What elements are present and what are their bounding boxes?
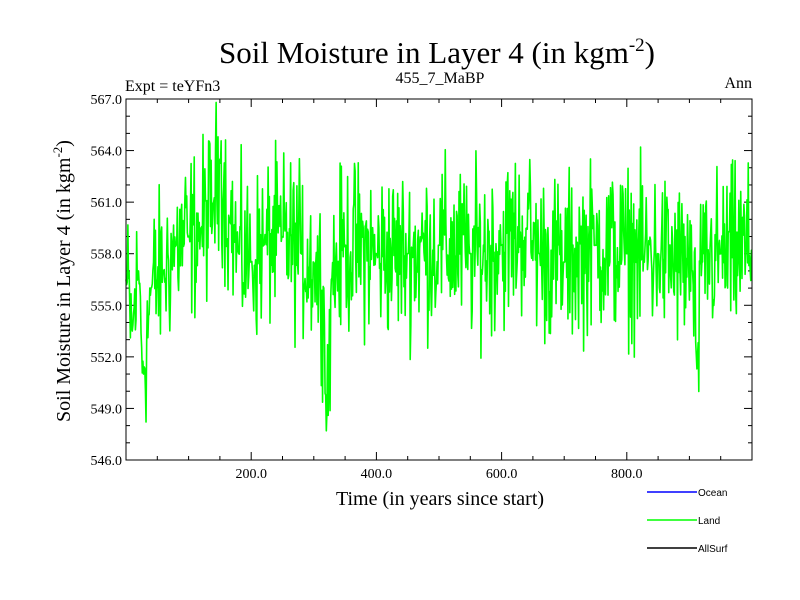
season-label: Ann — [724, 75, 752, 92]
series-layer — [125, 101, 753, 432]
x-tick-label: 400.0 — [361, 467, 393, 482]
x-tick-label: 200.0 — [235, 467, 267, 482]
y-tick-label: 549.0 — [91, 402, 123, 417]
legend-label-allsurf: AllSurf — [698, 544, 728, 555]
y-tick-label: 555.0 — [91, 299, 123, 314]
legend: Ocean Land AllSurf — [647, 488, 728, 555]
x-tick-label: 600.0 — [486, 467, 518, 482]
y-tick-label: 567.0 — [91, 93, 123, 108]
chart-title: Soil Moisture in Layer 4 (in kgm-2) — [219, 35, 655, 70]
x-tick-label: 800.0 — [611, 467, 643, 482]
y-axis-label: Soil Moisture in Layer 4 (in kgm-2) — [50, 140, 75, 422]
plot-frame — [125, 98, 753, 461]
legend-label-ocean: Ocean — [698, 488, 727, 499]
legend-label-land: Land — [698, 516, 720, 527]
x-axis-label: Time (in years since start) — [336, 488, 544, 510]
y-tick-label: 564.0 — [91, 145, 123, 160]
y-tick-label: 558.0 — [91, 248, 123, 263]
axis-ticks: 546.0 549.0 552.0 555.0 558.0 561.0 564.0 567.0… — [91, 93, 752, 482]
y-tick-label: 561.0 — [91, 196, 123, 211]
series-line-land — [125, 101, 753, 432]
experiment-label: Expt = teYFn3 — [125, 78, 220, 95]
y-tick-label: 546.0 — [91, 454, 123, 469]
y-tick-label: 552.0 — [91, 351, 123, 366]
period-label: 455_7_MaBP — [396, 70, 485, 87]
